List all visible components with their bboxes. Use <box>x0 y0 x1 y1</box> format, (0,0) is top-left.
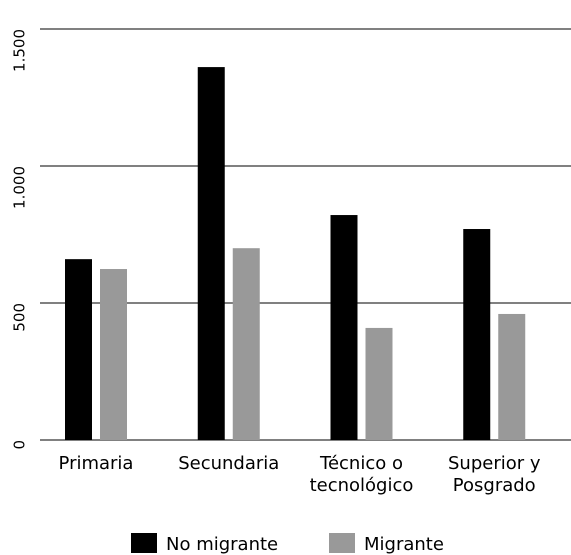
bar <box>365 327 393 440</box>
x-tick-label: Primaria <box>59 453 134 474</box>
bar <box>232 248 260 440</box>
bar <box>100 269 127 440</box>
x-tick-label: Técnico o tecnológico <box>310 453 414 496</box>
label-line: Superior y <box>448 453 541 474</box>
y-tick-label: 500 <box>11 303 29 332</box>
y-tick-label: 1.500 <box>11 29 29 72</box>
y-tick-label: 0 <box>11 440 29 450</box>
legend-swatch <box>131 533 157 553</box>
label-line: Posgrado <box>453 475 536 496</box>
bar <box>330 215 358 440</box>
label-line: tecnológico <box>310 475 414 496</box>
legend-label: Migrante <box>364 534 444 555</box>
x-tick-label: Superior y Posgrado <box>448 453 541 496</box>
y-tick-label: 1.000 <box>11 166 29 209</box>
bar <box>65 259 92 440</box>
x-tick-label: Secundaria <box>178 453 279 474</box>
legend-label: No migrante <box>166 534 278 555</box>
bar <box>197 67 225 440</box>
bar <box>498 313 526 440</box>
label-line: Técnico o <box>319 453 403 474</box>
bar <box>463 229 491 440</box>
legend-swatch <box>329 533 355 553</box>
